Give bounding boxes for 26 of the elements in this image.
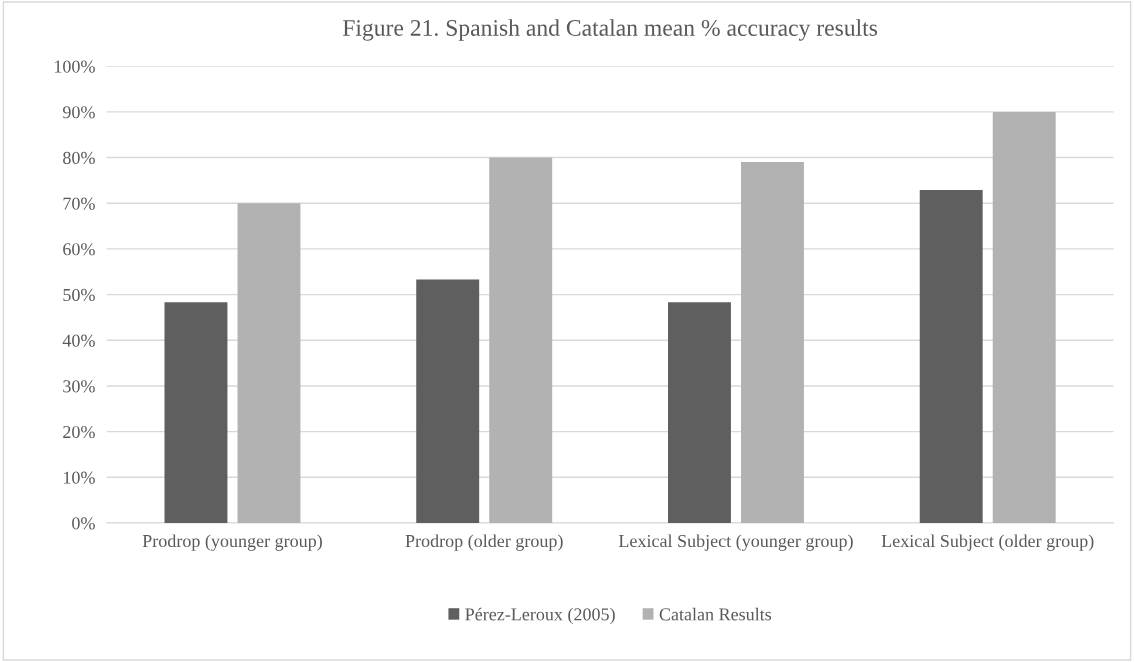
bar [416, 279, 480, 523]
y-tick-label: 60% [63, 243, 95, 256]
bar [164, 302, 228, 523]
y-tick-label: 0% [72, 517, 95, 530]
x-tick-label: Lexical Subject (older group) [881, 534, 1094, 551]
y-tick-label: 100% [54, 60, 95, 73]
y-tick-label: 90% [62, 106, 95, 119]
bar [919, 189, 983, 523]
y-tick-label: 40% [62, 334, 95, 347]
bar [992, 111, 1056, 523]
x-tick-label: Lexical Subject (younger group) [618, 534, 853, 551]
legend-label: Catalan Results [659, 607, 772, 621]
x-tick-label: Prodrop (older group) [405, 534, 563, 551]
legend-label: Pérez-Leroux (2005) [465, 607, 615, 625]
x-tick-label: Prodrop (younger group) [142, 534, 322, 551]
bar [237, 203, 301, 523]
chart-title: Figure 21. Spanish and Catalan mean % accuracy results [342, 19, 878, 41]
bar [741, 162, 804, 523]
y-tick-label: 50% [63, 288, 95, 302]
y-tick-label: 20% [63, 425, 95, 439]
y-tick-label: 30% [63, 380, 95, 393]
y-tick-label: 70% [63, 197, 95, 210]
bar [489, 157, 553, 523]
bar [667, 302, 731, 523]
y-tick-label: 80% [63, 151, 95, 165]
y-tick-label: 10% [63, 471, 95, 484]
